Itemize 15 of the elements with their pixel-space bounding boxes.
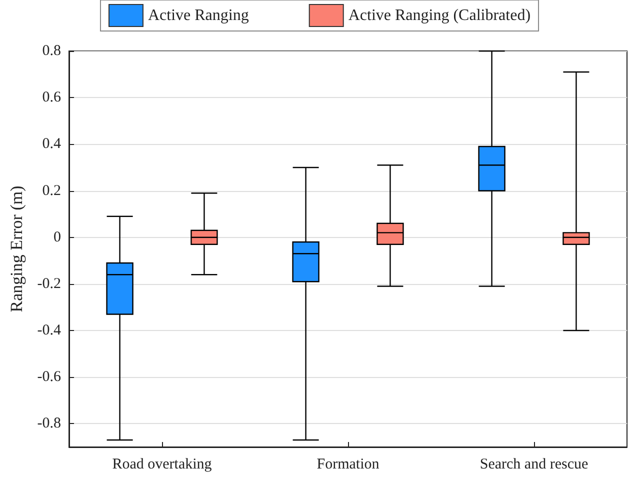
- legend-label: Active Ranging (Calibrated): [348, 7, 531, 24]
- y-tick-label: -0.8: [37, 416, 61, 432]
- y-tick-label: 0.6: [42, 90, 62, 106]
- x-tick-label: Search and rescue: [480, 456, 588, 472]
- y-tick-label: 0: [54, 229, 61, 246]
- y-tick-label: 0.2: [42, 182, 61, 199]
- x-tick-label: Road overtaking: [112, 456, 212, 472]
- y-tick-label: -0.4: [37, 322, 62, 339]
- y-tick-label: 0.4: [42, 136, 62, 152]
- y-tick-label: 0.8: [42, 43, 61, 59]
- y-tick-label: -0.2: [37, 276, 61, 292]
- legend-label: Active Ranging: [148, 7, 249, 24]
- y-axis-title: Ranging Error (m): [7, 186, 26, 312]
- x-tick-label: Formation: [316, 456, 380, 472]
- y-tick-label: -0.6: [37, 369, 62, 386]
